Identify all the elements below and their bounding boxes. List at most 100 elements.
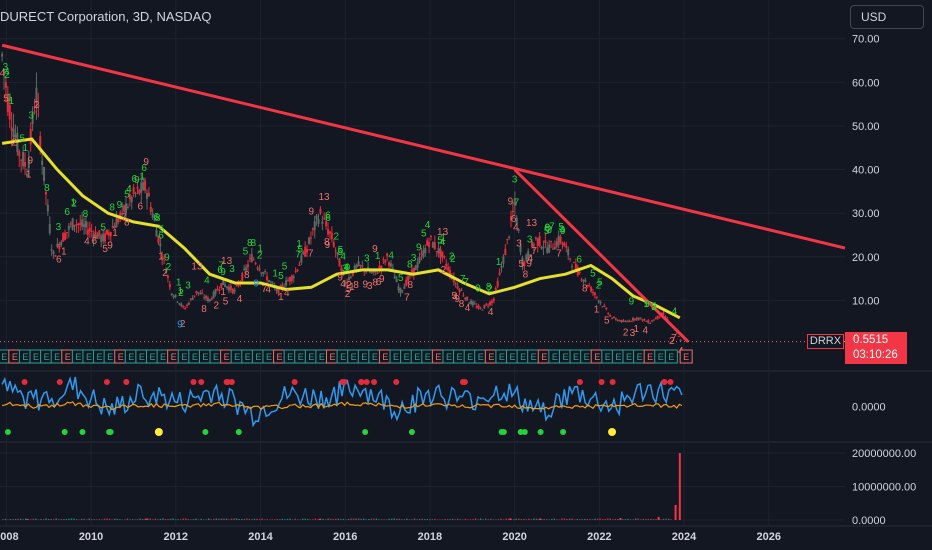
oscillator-dot (667, 379, 674, 385)
candle-body (187, 302, 190, 305)
candle-body (582, 280, 585, 282)
td-count-label: 4 (343, 263, 349, 274)
volume-bar (479, 518, 482, 520)
td-count-label: 5 (544, 226, 550, 237)
td-count-label: 8 (109, 203, 115, 214)
td-count-label: 2 (449, 251, 455, 262)
td-count-label: 8 (124, 217, 130, 228)
volume-bar (202, 519, 205, 520)
volume-bar (235, 518, 238, 520)
volume-bar (253, 518, 256, 520)
volume-bar (113, 518, 116, 520)
volume-bar (129, 519, 131, 520)
volume-bar (121, 519, 124, 520)
earnings-marker-label: E (509, 352, 515, 362)
volume-bar (596, 518, 599, 520)
candle-body (630, 320, 633, 322)
td-setup-label: 13 (437, 227, 449, 238)
volume-bar (60, 519, 63, 520)
volume-bar (645, 518, 647, 520)
x-tick-label: 2020 (502, 531, 526, 543)
volume-bar (507, 518, 510, 520)
earnings-marker-label: E (404, 352, 410, 362)
td-count-label: 6 (64, 207, 70, 218)
earnings-marker-label: E (139, 352, 145, 362)
volume-bar (439, 519, 441, 520)
candle-body (376, 272, 379, 274)
earnings-marker-label: E (277, 352, 283, 362)
volume-bar (497, 519, 500, 520)
candle-body (79, 222, 82, 226)
candle-body (155, 229, 158, 237)
td-count-label: 5 (519, 259, 525, 270)
candle-body (60, 241, 63, 246)
td-count-label: 4 (642, 325, 648, 336)
candle-body (260, 272, 263, 274)
volume-bar (246, 518, 248, 520)
volume-bar (436, 519, 439, 520)
candle-body (224, 284, 227, 287)
td-count-label: 2 (180, 319, 186, 330)
volume-bar (159, 518, 162, 520)
candle-body (571, 266, 574, 268)
candle-body (271, 282, 274, 284)
td-count-label: 1 (440, 233, 446, 244)
volume-bar (85, 519, 88, 520)
td-count-label: 6 (131, 174, 137, 185)
volume-bar (650, 518, 652, 520)
volume-bar (78, 519, 80, 520)
volume-bar (665, 518, 667, 520)
oscillator-dot (576, 379, 583, 385)
candle-body (616, 319, 619, 321)
td-count-label: 9 (117, 200, 123, 211)
volume-bar (469, 519, 472, 520)
candle-body (628, 320, 631, 322)
td-count-label: 7 (556, 249, 562, 260)
earnings-marker-label: E (531, 352, 537, 362)
td-count-label: 5 (159, 225, 165, 236)
oscillator-dot (291, 379, 298, 385)
td-count-label: 6 (511, 214, 517, 225)
candle-body (302, 251, 305, 255)
candle-body (569, 258, 572, 260)
currency-selector[interactable]: USD (850, 5, 924, 29)
candle-body (58, 243, 61, 250)
volume-bar (509, 518, 512, 520)
volume-bar (332, 518, 334, 520)
volume-bar (553, 518, 556, 520)
x-tick-label: 2008 (0, 531, 19, 543)
td-count-label: 8 (545, 223, 551, 234)
candle-body (75, 223, 78, 225)
candle-body (254, 263, 257, 265)
candle-body (389, 263, 392, 267)
candle-body (361, 265, 364, 267)
volume-bar (464, 518, 467, 520)
candle-body (405, 279, 408, 286)
volume-bar (141, 519, 144, 520)
td-count-label: 8 (201, 304, 207, 315)
td-count-label: 8 (582, 283, 588, 294)
volume-bar (667, 518, 670, 520)
candle-body (620, 320, 623, 323)
candle-body (481, 309, 484, 311)
volume-bar (551, 518, 553, 520)
td-count-label: 6 (91, 236, 97, 247)
volume-bar (401, 519, 403, 520)
candle-body (88, 227, 91, 232)
candle-body (445, 264, 448, 267)
candle-body (618, 320, 621, 322)
volume-bar (98, 519, 101, 520)
volume-bar (548, 519, 551, 520)
td-count-label: 4 (453, 292, 459, 303)
td-count-label: 2 (651, 302, 657, 313)
candle-body (119, 212, 122, 217)
td-count-label: 1 (594, 304, 600, 315)
candle-body (172, 296, 175, 298)
volume-bar (398, 518, 401, 520)
candle-body (428, 242, 431, 248)
candle-body (639, 317, 642, 319)
td-count-label: 5 (597, 277, 603, 288)
volume-bar (12, 519, 14, 520)
earnings-marker-label: E (573, 352, 579, 362)
